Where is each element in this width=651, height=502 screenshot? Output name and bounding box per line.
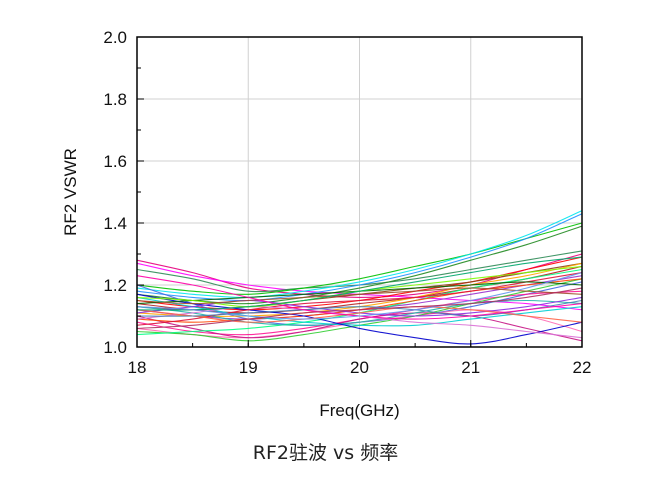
series-line-27 <box>136 306 583 323</box>
series-line-30 <box>136 287 583 305</box>
series-line-4 <box>136 222 583 295</box>
x-tick-label: 21 <box>461 358 480 377</box>
vswr-chart: 18 19 20 21 22 1.0 1.2 1.4 1.6 1.8 2.0 Freq(GHz) R… <box>61 28 591 420</box>
y-tick-label: 1.8 <box>103 90 127 109</box>
y-tick-label: 1.0 <box>103 338 127 357</box>
x-tick-label: 22 <box>573 358 592 377</box>
chart-caption: RF2驻波 vs 频率 <box>252 442 399 464</box>
series-line-33 <box>136 272 583 320</box>
y-tick-label: 1.4 <box>103 214 127 233</box>
series-line-32 <box>136 256 583 311</box>
series-line-7 <box>136 225 583 305</box>
y-tick-label: 1.6 <box>103 152 127 171</box>
series-line-22 <box>136 293 583 345</box>
series-line-34 <box>136 287 583 329</box>
y-tick-label: 2.0 <box>103 28 127 47</box>
axis-ticks: 18 19 20 21 22 1.0 1.2 1.4 1.6 1.8 2.0 <box>103 28 591 377</box>
y-tick-label: 1.2 <box>103 276 127 295</box>
series-line-23 <box>136 272 583 326</box>
chart-series-group <box>136 210 583 345</box>
x-tick-label: 18 <box>128 358 147 377</box>
x-axis-label: Freq(GHz) <box>319 401 399 420</box>
x-tick-label: 20 <box>350 358 369 377</box>
x-tick-label: 19 <box>239 358 258 377</box>
y-axis-label: RF2 VSWR <box>61 148 80 236</box>
series-line-5 <box>136 210 583 299</box>
chart-grid <box>137 37 582 347</box>
series-line-15 <box>136 312 583 342</box>
series-line-6 <box>136 213 583 302</box>
